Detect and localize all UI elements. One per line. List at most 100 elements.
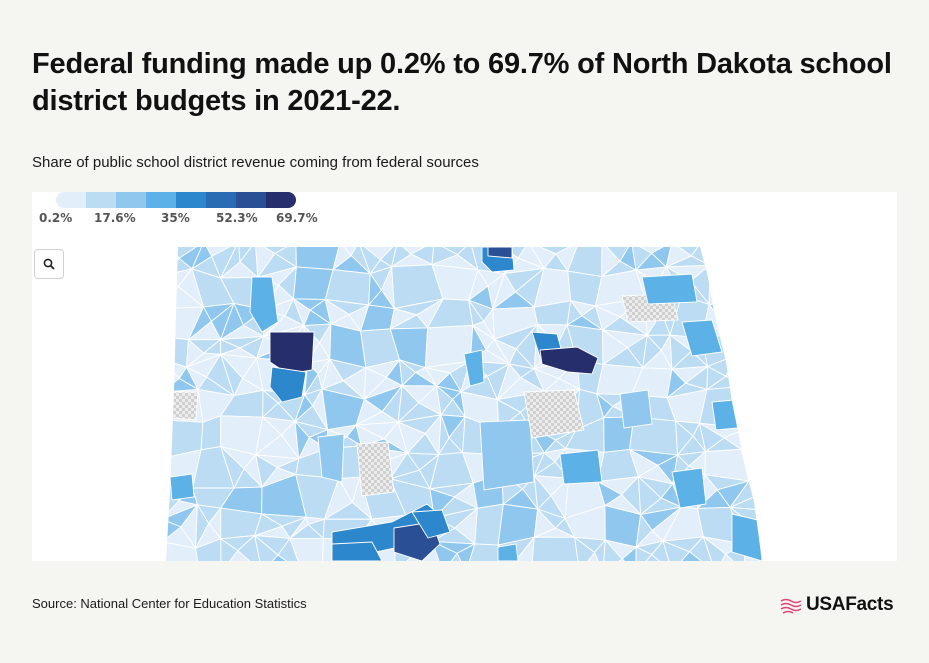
district-shape[interactable]: [388, 452, 421, 480]
district-shape[interactable]: [740, 418, 774, 450]
district-shape[interactable]: [295, 242, 341, 271]
district-shape[interactable]: [331, 541, 383, 561]
district-shape[interactable]: [744, 385, 774, 404]
district-shape[interactable]: [675, 420, 694, 457]
district-shape[interactable]: [399, 358, 417, 387]
district-shape[interactable]: [438, 414, 450, 455]
district-shape[interactable]: [619, 389, 653, 429]
district-shape[interactable]: [597, 480, 623, 507]
district-shape[interactable]: [533, 474, 552, 511]
district-shape[interactable]: [758, 276, 774, 298]
district-shape[interactable]: [357, 242, 381, 275]
district-shape[interactable]: [220, 353, 244, 397]
district-shape[interactable]: [574, 536, 596, 561]
district-shape[interactable]: [711, 399, 739, 431]
district-shape[interactable]: [187, 305, 212, 341]
district-shape[interactable]: [491, 272, 517, 311]
district-shape[interactable]: [323, 477, 353, 521]
district-shape[interactable]: [397, 384, 420, 424]
district-shape[interactable]: [397, 421, 426, 455]
district-shape[interactable]: [424, 366, 451, 387]
district-shape[interactable]: [539, 346, 599, 375]
district-shape[interactable]: [736, 347, 774, 370]
district-shape[interactable]: [269, 366, 307, 403]
district-shape[interactable]: [533, 452, 556, 477]
district-shape[interactable]: [731, 513, 762, 561]
district-shape[interactable]: [755, 443, 774, 482]
district-shape[interactable]: [601, 242, 621, 278]
district-shape[interactable]: [642, 334, 663, 370]
district-shape[interactable]: [254, 242, 276, 279]
district-shape[interactable]: [496, 363, 522, 400]
district-shape[interactable]: [748, 466, 774, 482]
district-shape[interactable]: [220, 537, 239, 561]
district-shape[interactable]: [493, 338, 517, 366]
map-panel[interactable]: 0.2% 17.6% 35% 52.3% 69.7%: [32, 192, 897, 561]
district-shape[interactable]: [741, 306, 761, 335]
district-shape[interactable]: [355, 398, 384, 426]
district-shape[interactable]: [737, 353, 774, 374]
district-shape[interactable]: [195, 503, 210, 549]
district-shape[interactable]: [637, 475, 662, 516]
district-shape[interactable]: [255, 416, 283, 456]
district-shape[interactable]: [317, 433, 345, 483]
zoom-button[interactable]: [34, 249, 64, 279]
district-shape[interactable]: [191, 242, 213, 270]
district-shape[interactable]: [479, 419, 535, 491]
district-shape[interactable]: [745, 385, 764, 430]
district-shape[interactable]: [289, 516, 309, 539]
district-shape[interactable]: [760, 368, 774, 390]
district-shape[interactable]: [628, 448, 659, 478]
district-shape[interactable]: [467, 268, 489, 302]
district-shape[interactable]: [431, 242, 459, 266]
district-shape[interactable]: [169, 473, 195, 501]
district-shape[interactable]: [262, 389, 279, 419]
district-shape[interactable]: [411, 509, 451, 539]
district-shape[interactable]: [324, 298, 350, 325]
district-shape[interactable]: [497, 543, 519, 561]
district-shape[interactable]: [758, 295, 774, 329]
district-shape[interactable]: [764, 389, 774, 420]
district-shape[interactable]: [435, 384, 454, 417]
district-shape[interactable]: [734, 275, 774, 286]
district-shape[interactable]: [533, 508, 557, 538]
district-shape[interactable]: [706, 365, 727, 391]
district-shape[interactable]: [249, 276, 279, 333]
district-shape[interactable]: [527, 242, 557, 270]
district-shape[interactable]: [468, 299, 485, 326]
district-shape[interactable]: [566, 299, 583, 326]
district-shape[interactable]: [665, 242, 693, 268]
district-shape[interactable]: [748, 480, 774, 498]
district-shape[interactable]: [737, 353, 762, 387]
district-shape[interactable]: [753, 479, 774, 513]
district-shape[interactable]: [171, 391, 199, 421]
district-shape[interactable]: [162, 242, 180, 277]
district-shape[interactable]: [431, 540, 458, 561]
district-shape[interactable]: [753, 326, 774, 370]
district-shape[interactable]: [698, 422, 725, 453]
district-shape[interactable]: [253, 534, 279, 561]
district-shape[interactable]: [289, 537, 324, 561]
district-shape[interactable]: [355, 424, 386, 447]
district-shape[interactable]: [487, 247, 513, 259]
district-shape[interactable]: [702, 535, 727, 561]
district-shape[interactable]: [700, 242, 735, 277]
district-shape[interactable]: [740, 443, 774, 468]
district-shape[interactable]: [363, 367, 388, 401]
district-shape[interactable]: [162, 541, 201, 561]
district-shape[interactable]: [219, 302, 244, 341]
district-shape[interactable]: [321, 358, 344, 390]
district-shape[interactable]: [162, 274, 179, 311]
district-shape[interactable]: [745, 401, 774, 430]
district-shape[interactable]: [595, 392, 614, 419]
district-shape[interactable]: [324, 269, 371, 306]
district-shape[interactable]: [741, 296, 774, 319]
district-shape[interactable]: [635, 546, 653, 561]
district-shape[interactable]: [294, 420, 310, 461]
district-shape[interactable]: [195, 538, 222, 561]
district-shape[interactable]: [253, 513, 284, 537]
district-shape[interactable]: [533, 367, 560, 393]
district-shape[interactable]: [681, 319, 723, 357]
district-shape[interactable]: [741, 317, 774, 335]
district-shape[interactable]: [186, 338, 205, 369]
